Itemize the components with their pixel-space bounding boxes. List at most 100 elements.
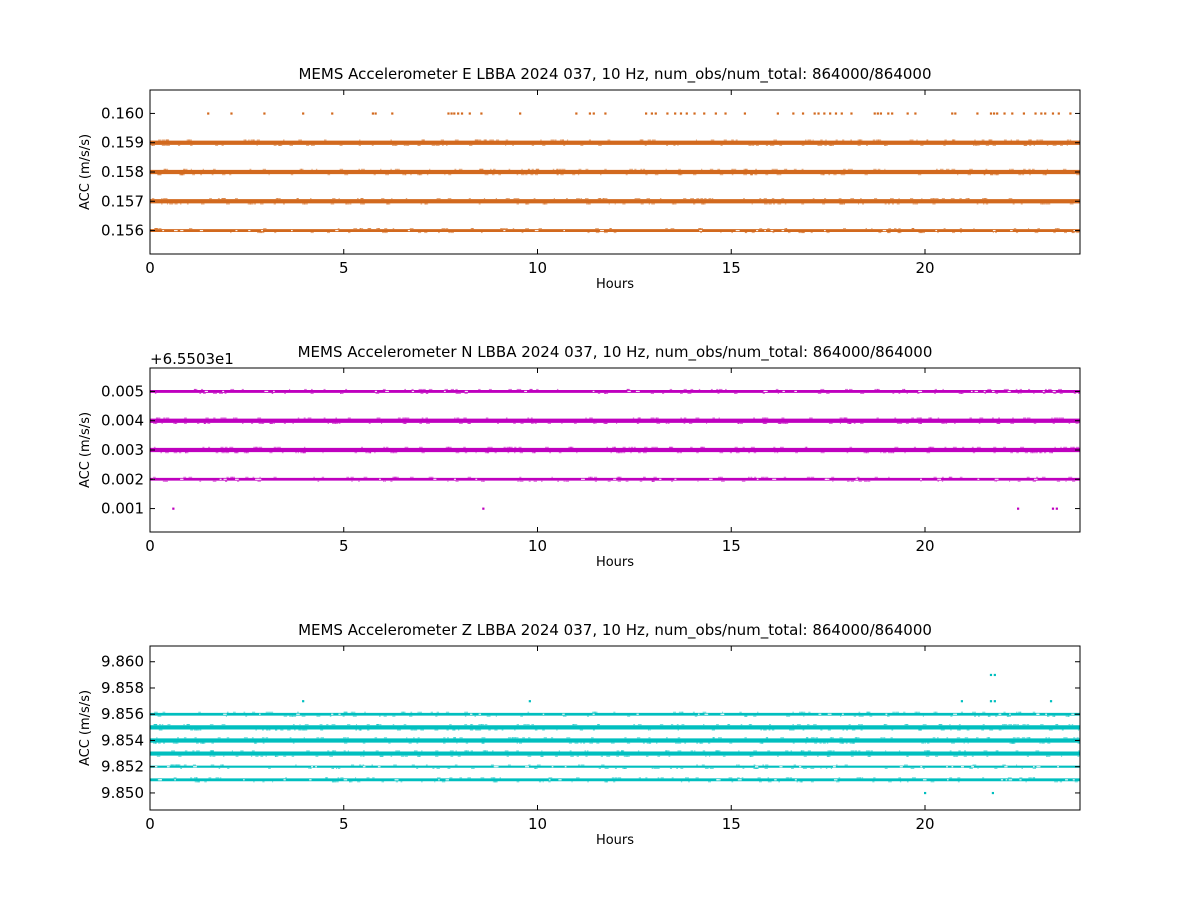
data-point [918, 232, 923, 234]
data-point [308, 767, 310, 769]
data-gap [833, 779, 838, 781]
data-point [636, 422, 639, 424]
data-point [542, 144, 546, 146]
data-point [1029, 144, 1032, 146]
data-point [306, 144, 310, 146]
data-point [342, 737, 347, 739]
data-point [667, 422, 670, 424]
data-layer [150, 112, 1080, 234]
data-point [487, 446, 491, 448]
data-point [749, 755, 752, 757]
data-point [898, 777, 902, 779]
data-point [598, 767, 601, 769]
data-point [196, 742, 199, 744]
data-point [800, 750, 805, 752]
data-point [327, 174, 331, 176]
data-point [941, 476, 944, 478]
data-point [273, 476, 277, 478]
data-point [953, 139, 956, 141]
data-point [917, 392, 920, 394]
data-point [1060, 417, 1064, 419]
data-point [580, 742, 582, 744]
data-gap [946, 766, 948, 768]
data-point [785, 422, 789, 424]
data-point [448, 232, 451, 234]
data-point [385, 232, 388, 234]
data-point [385, 203, 389, 205]
data-point [673, 711, 676, 713]
data-point [606, 755, 611, 757]
data-point [693, 203, 696, 205]
data-point [888, 228, 892, 230]
x-tick-label: 5 [339, 259, 349, 277]
data-point [260, 232, 265, 234]
data-point [247, 203, 252, 205]
data-point [974, 144, 978, 146]
data-gap [697, 713, 700, 715]
data-point [863, 452, 867, 454]
data-point [345, 388, 348, 390]
data-point [257, 232, 260, 234]
data-point [878, 139, 882, 141]
data-point [838, 198, 842, 200]
data-point [395, 476, 399, 478]
data-point [527, 755, 532, 757]
data-point [659, 198, 662, 200]
data-point [991, 791, 995, 795]
data-point [162, 711, 166, 713]
data-point [359, 228, 361, 230]
y-tick-label: 0.002 [101, 470, 144, 488]
data-point [801, 203, 805, 205]
data-point [861, 777, 864, 779]
data-point [587, 781, 589, 783]
data-point [925, 755, 930, 757]
data-point [642, 139, 644, 141]
data-point [695, 139, 698, 141]
data-point [614, 203, 616, 205]
data-point [205, 417, 209, 419]
data-point [785, 750, 789, 752]
data-point [255, 755, 259, 757]
data-point [372, 777, 375, 779]
data-point [965, 198, 969, 200]
data-point [1012, 742, 1016, 744]
data-point [967, 742, 969, 744]
data-point [720, 232, 722, 234]
data-point [1041, 742, 1045, 744]
data-gap [855, 478, 858, 480]
data-point [153, 422, 156, 424]
data-point [809, 417, 813, 419]
data-point [410, 729, 413, 731]
data-point [310, 198, 312, 200]
data-point [432, 767, 435, 769]
data-point [530, 417, 533, 419]
data-point [162, 480, 167, 482]
data-point [327, 750, 330, 752]
data-point [551, 476, 553, 478]
data-point [678, 711, 683, 713]
data-point [589, 742, 594, 744]
data-point [1013, 228, 1017, 230]
data-point [700, 446, 704, 448]
data-point [329, 755, 333, 757]
data-point [785, 168, 788, 170]
data-point [945, 422, 948, 424]
data-point [1033, 392, 1035, 394]
data-point [221, 144, 224, 146]
data-point [154, 711, 158, 713]
data-point [1076, 174, 1080, 176]
data-point [212, 480, 217, 482]
data-point [576, 198, 580, 200]
data-point [921, 198, 923, 200]
data-point [219, 392, 224, 394]
data-point [255, 729, 257, 731]
data-point [306, 750, 310, 752]
data-point [260, 203, 264, 205]
data-point [862, 203, 865, 205]
data-point [831, 737, 834, 739]
data-gap [443, 390, 446, 393]
data-point [972, 711, 976, 713]
data-gap [475, 478, 478, 480]
data-point [258, 446, 263, 448]
x-axis-label: Hours [596, 277, 634, 292]
